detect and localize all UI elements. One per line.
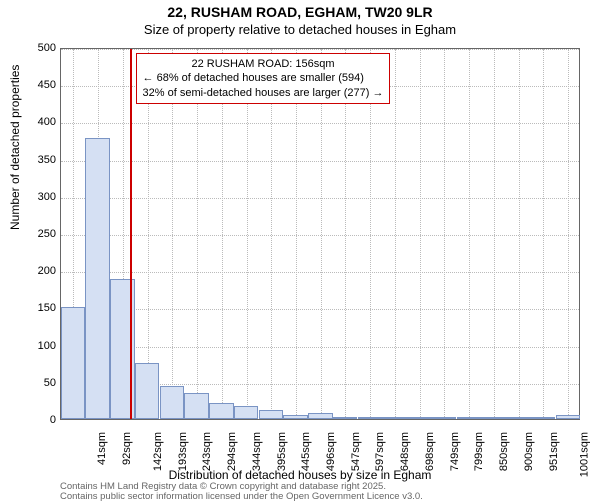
- gridline-horizontal: [61, 49, 579, 50]
- annotation-line1: 22 RUSHAM ROAD: 156sqm: [143, 57, 384, 71]
- histogram-bar: [283, 415, 307, 419]
- x-tick-label: 547sqm: [350, 432, 362, 471]
- gridline-horizontal: [61, 161, 579, 162]
- histogram-bar: [407, 417, 431, 419]
- histogram-bar: [184, 393, 208, 419]
- histogram-bar: [209, 403, 233, 419]
- y-tick-label: 350: [38, 154, 56, 166]
- plot-area: 22 RUSHAM ROAD: 156sqm← 68% of detached …: [60, 48, 580, 420]
- y-tick-label: 300: [38, 191, 56, 203]
- chart-title-line1: 22, RUSHAM ROAD, EGHAM, TW20 9LR: [0, 0, 600, 20]
- y-tick-label: 0: [50, 414, 56, 426]
- x-tick-label: 1001sqm: [579, 432, 591, 477]
- gridline-horizontal: [61, 272, 579, 273]
- y-tick-label: 400: [38, 116, 56, 128]
- x-tick-label: 445sqm: [300, 432, 312, 471]
- gridline-vertical: [321, 49, 322, 419]
- histogram-bar: [531, 417, 555, 419]
- gridline-vertical: [494, 49, 495, 419]
- y-tick-label: 100: [38, 340, 56, 352]
- gridline-horizontal: [61, 235, 579, 236]
- histogram-bar: [160, 386, 184, 419]
- x-tick-label: 850sqm: [499, 432, 511, 471]
- x-tick-label: 698sqm: [424, 432, 436, 471]
- histogram-bar: [308, 413, 332, 419]
- x-tick-label: 142sqm: [152, 432, 164, 471]
- x-tick-label: 749sqm: [449, 432, 461, 471]
- chart-title-line2: Size of property relative to detached ho…: [0, 20, 600, 37]
- histogram-bar: [234, 406, 258, 419]
- gridline-vertical: [271, 49, 272, 419]
- x-tick-label: 648sqm: [400, 432, 412, 471]
- gridline-vertical: [568, 49, 569, 419]
- annotation-line3: 32% of semi-detached houses are larger (…: [143, 86, 384, 100]
- gridline-vertical: [345, 49, 346, 419]
- y-tick-label: 150: [38, 302, 56, 314]
- gridline-vertical: [222, 49, 223, 419]
- histogram-bar: [382, 417, 406, 419]
- y-tick-label: 450: [38, 79, 56, 91]
- histogram-bar: [506, 417, 530, 419]
- y-tick-label: 250: [38, 228, 56, 240]
- gridline-vertical: [370, 49, 371, 419]
- histogram-bar: [556, 415, 580, 419]
- gridline-vertical: [469, 49, 470, 419]
- x-tick-label: 294sqm: [226, 432, 238, 471]
- x-tick-label: 496sqm: [325, 432, 337, 471]
- gridline-horizontal: [61, 123, 579, 124]
- gridline-vertical: [197, 49, 198, 419]
- histogram-bar: [481, 417, 505, 419]
- gridline-vertical: [296, 49, 297, 419]
- x-tick-label: 900sqm: [523, 432, 535, 471]
- histogram-bar: [135, 363, 159, 419]
- histogram-bar: [85, 138, 109, 419]
- gridline-vertical: [172, 49, 173, 419]
- gridline-vertical: [420, 49, 421, 419]
- gridline-vertical: [444, 49, 445, 419]
- x-tick-label: 193sqm: [177, 432, 189, 471]
- footer-line2: Contains public sector information licen…: [60, 492, 423, 502]
- property-marker-line: [130, 49, 132, 419]
- x-tick-label: 344sqm: [251, 432, 263, 471]
- x-tick-label: 799sqm: [474, 432, 486, 471]
- x-tick-label: 951sqm: [548, 432, 560, 471]
- y-axis-label: Number of detached properties: [8, 65, 22, 230]
- marker-annotation: 22 RUSHAM ROAD: 156sqm← 68% of detached …: [136, 53, 391, 104]
- gridline-vertical: [395, 49, 396, 419]
- histogram-bar: [358, 417, 382, 419]
- histogram-bar: [61, 307, 85, 419]
- y-tick-label: 500: [38, 42, 56, 54]
- histogram-bar: [457, 417, 481, 419]
- gridline-horizontal: [61, 198, 579, 199]
- gridline-vertical: [519, 49, 520, 419]
- gridline-horizontal: [61, 309, 579, 310]
- gridline-vertical: [543, 49, 544, 419]
- x-tick-label: 41sqm: [96, 432, 108, 465]
- x-tick-label: 92sqm: [121, 432, 133, 465]
- x-tick-label: 395sqm: [276, 432, 288, 471]
- histogram-bar: [333, 417, 357, 419]
- gridline-horizontal: [61, 347, 579, 348]
- x-tick-label: 243sqm: [201, 432, 213, 471]
- y-tick-label: 50: [44, 377, 56, 389]
- annotation-line2: ← 68% of detached houses are smaller (59…: [143, 71, 384, 85]
- histogram-bar: [259, 410, 283, 419]
- histogram-bar: [432, 417, 456, 419]
- gridline-vertical: [247, 49, 248, 419]
- y-tick-label: 200: [38, 265, 56, 277]
- x-tick-label: 597sqm: [375, 432, 387, 471]
